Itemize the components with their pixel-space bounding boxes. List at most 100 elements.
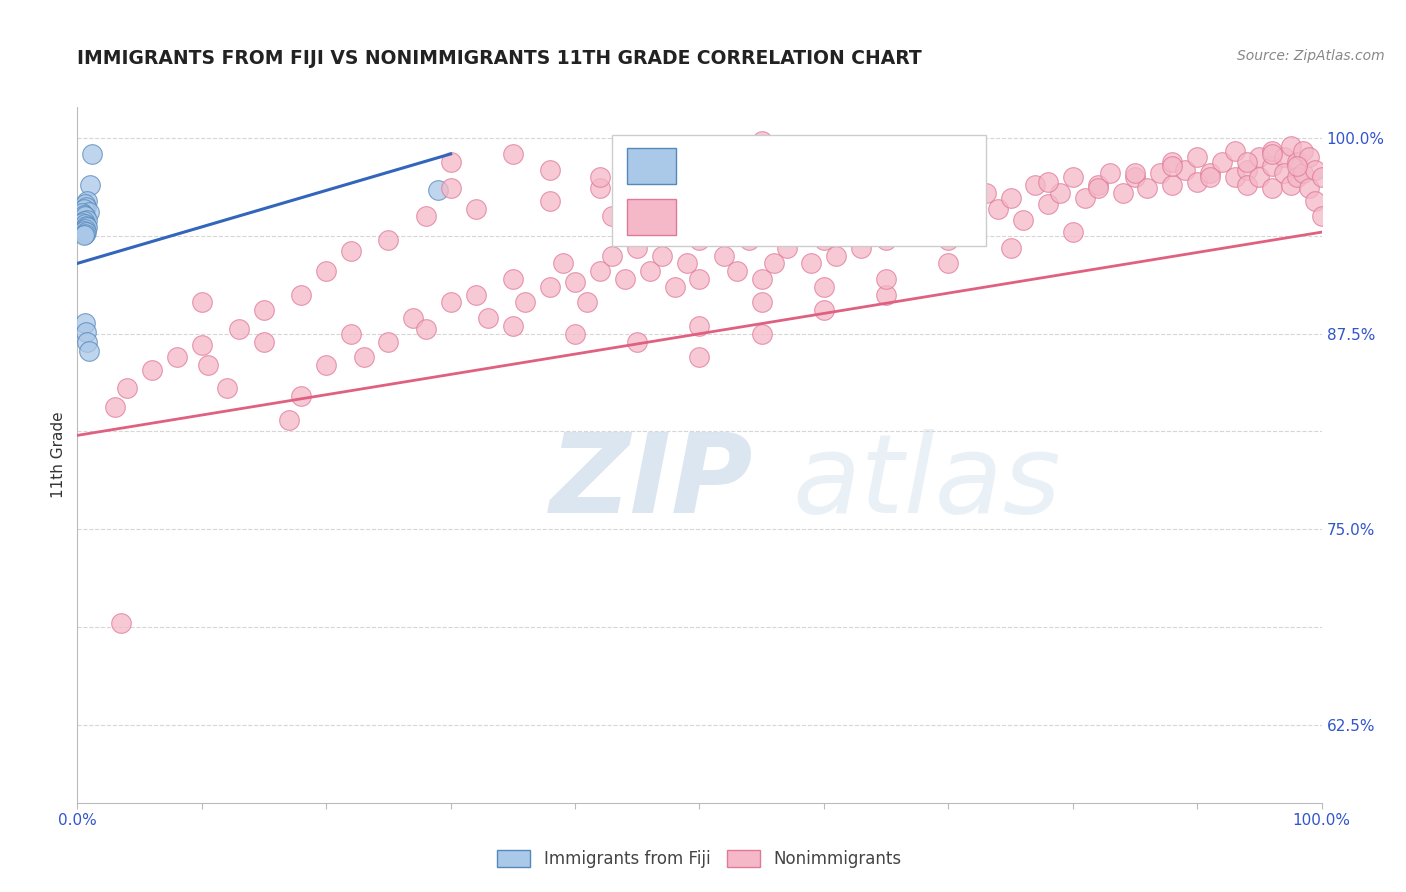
Point <box>689 272 711 286</box>
Point <box>1279 139 1302 153</box>
Point <box>875 287 897 301</box>
Point <box>676 256 699 270</box>
Point <box>1279 178 1302 193</box>
Point <box>651 249 673 263</box>
Legend: Immigrants from Fiji, Nonimmigrants: Immigrants from Fiji, Nonimmigrants <box>491 843 908 874</box>
Point <box>713 194 735 208</box>
Point <box>751 135 773 149</box>
Point <box>115 382 138 396</box>
Point <box>1261 181 1284 195</box>
Point <box>938 194 960 208</box>
Point <box>1292 166 1315 180</box>
Point <box>77 204 100 219</box>
Point <box>962 225 984 239</box>
Point <box>1036 197 1059 211</box>
Point <box>838 225 860 239</box>
Point <box>938 256 960 270</box>
Point <box>1087 181 1109 195</box>
Point <box>1187 150 1209 164</box>
Point <box>1298 181 1320 195</box>
Point <box>1236 178 1258 193</box>
Point <box>689 318 711 333</box>
Point <box>751 272 773 286</box>
Point <box>73 197 96 211</box>
Point <box>538 194 561 208</box>
Point <box>502 318 524 333</box>
Point <box>72 208 94 222</box>
Point <box>751 326 773 341</box>
Point <box>813 280 835 294</box>
Point <box>253 334 276 349</box>
Point <box>110 615 132 630</box>
Point <box>1161 154 1184 169</box>
Point <box>76 212 98 227</box>
Point <box>228 322 250 336</box>
Point <box>75 200 97 214</box>
Point <box>340 244 363 258</box>
Point <box>73 210 96 224</box>
Point <box>73 316 96 330</box>
Point <box>77 343 100 358</box>
Point <box>875 233 897 247</box>
Point <box>551 256 574 270</box>
Point <box>502 147 524 161</box>
Text: ZIP: ZIP <box>550 429 754 536</box>
Point <box>73 222 96 236</box>
Point <box>987 202 1010 216</box>
Point <box>626 334 648 349</box>
Point <box>1261 144 1284 158</box>
Text: Source: ZipAtlas.com: Source: ZipAtlas.com <box>1237 49 1385 63</box>
Point <box>1249 170 1271 185</box>
Point <box>689 350 711 364</box>
Point <box>825 249 848 263</box>
Point <box>1198 166 1220 180</box>
Point <box>253 303 276 318</box>
Point <box>73 217 96 231</box>
Point <box>191 337 214 351</box>
Point <box>1223 144 1246 158</box>
Point <box>427 183 450 197</box>
Bar <box>627 200 676 235</box>
Point <box>1036 175 1059 189</box>
Point <box>589 181 612 195</box>
Text: atlas: atlas <box>793 429 1062 536</box>
Point <box>589 170 612 185</box>
Point <box>1187 175 1209 189</box>
Point <box>1123 170 1146 185</box>
Point <box>377 233 399 247</box>
Text: IMMIGRANTS FROM FIJI VS NONIMMIGRANTS 11TH GRADE CORRELATION CHART: IMMIGRANTS FROM FIJI VS NONIMMIGRANTS 11… <box>77 49 922 68</box>
Point <box>72 206 94 220</box>
Point <box>787 217 810 231</box>
Point <box>1087 178 1109 193</box>
Point <box>1310 210 1333 224</box>
Point <box>415 322 437 336</box>
Point <box>215 382 238 396</box>
Text: R = 0.596   N = 157: R = 0.596 N = 157 <box>695 208 918 227</box>
Point <box>72 202 94 216</box>
Point <box>538 162 561 177</box>
Point <box>664 280 686 294</box>
Point <box>1012 212 1035 227</box>
Point <box>1261 147 1284 161</box>
Point <box>1149 166 1171 180</box>
Point <box>1236 154 1258 169</box>
Point <box>1211 154 1233 169</box>
Point <box>962 186 984 200</box>
Point <box>402 311 425 326</box>
Point <box>1285 160 1308 174</box>
Point <box>277 413 299 427</box>
Point <box>72 223 94 237</box>
Point <box>538 280 561 294</box>
Point <box>76 220 98 235</box>
Point <box>838 202 860 216</box>
Point <box>912 202 935 216</box>
Point <box>440 181 463 195</box>
Point <box>589 264 612 278</box>
Point <box>79 178 101 193</box>
Point <box>725 264 748 278</box>
Point <box>1236 162 1258 177</box>
Point <box>1161 178 1184 193</box>
Point <box>1272 150 1295 164</box>
Point <box>75 325 97 339</box>
Point <box>1000 191 1022 205</box>
